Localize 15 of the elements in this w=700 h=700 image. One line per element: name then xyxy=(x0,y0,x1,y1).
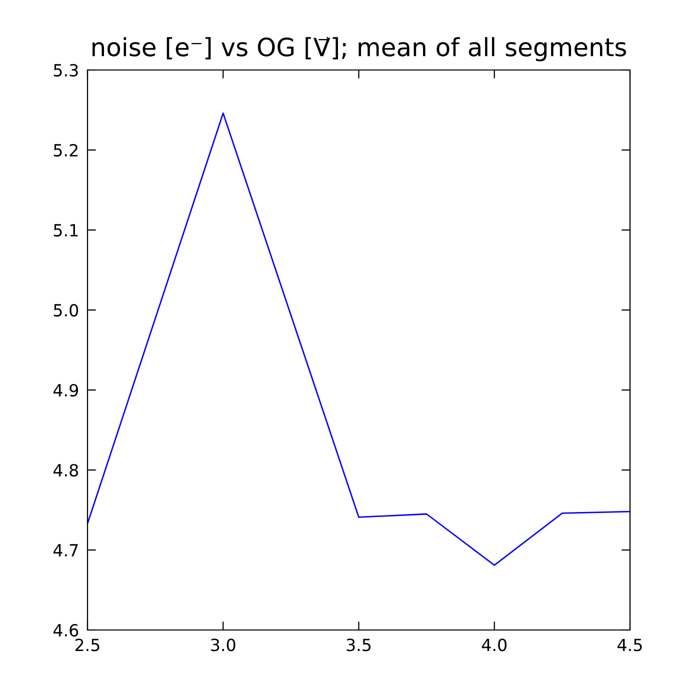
y-tick-label: 5.2 xyxy=(54,144,78,157)
y-tick-label: 5.0 xyxy=(54,304,78,317)
y-tick-label: 4.9 xyxy=(53,384,78,397)
y-tick-label: 5.1 xyxy=(54,224,78,237)
y-tick-label: 5.3 xyxy=(54,64,78,77)
x-tick-label: 3.5 xyxy=(346,638,371,652)
x-tick-label: 2.5 xyxy=(75,638,100,652)
x-tick-label: 3.0 xyxy=(211,638,236,652)
y-tick-label: 4.7 xyxy=(53,544,78,556)
y-tick-label: 4.6 xyxy=(53,624,78,637)
x-tick-label: 4.0 xyxy=(482,638,507,652)
y-tick-label: 4.8 xyxy=(53,464,78,477)
x-tick-label: 4.5 xyxy=(618,638,642,652)
line-series xyxy=(88,112,630,566)
chart-title: noise [e⁻] vs OG [V⃗]; mean of all segments xyxy=(92,37,626,62)
